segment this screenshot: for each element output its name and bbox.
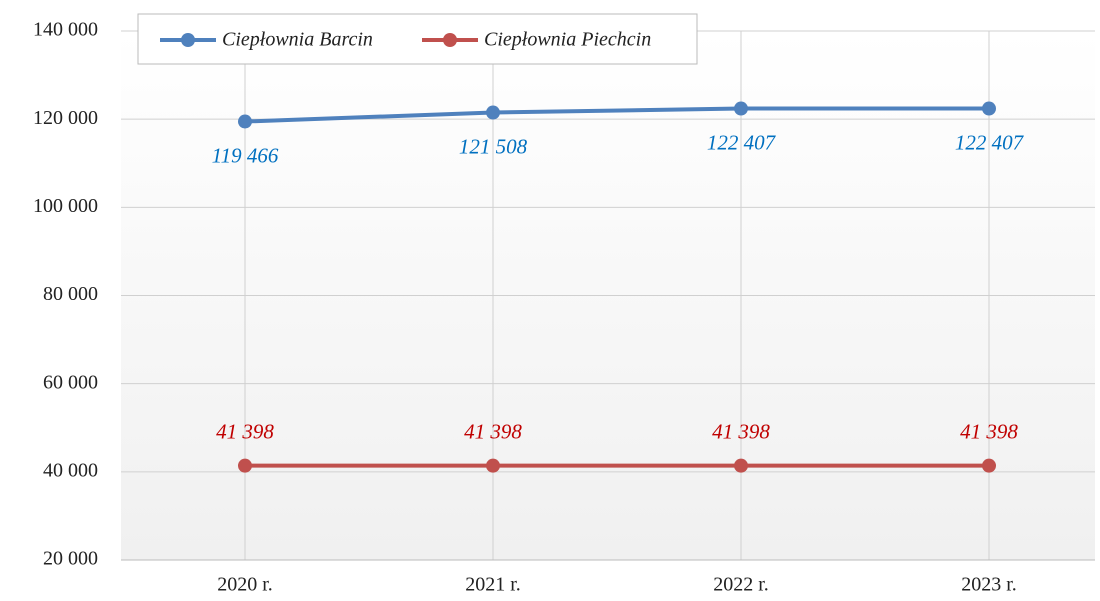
y-tick-label: 60 000 — [43, 371, 98, 393]
series-line — [244, 106, 989, 124]
y-tick-label: 80 000 — [43, 283, 98, 305]
data-label: 41 398 — [464, 419, 522, 443]
data-point — [486, 458, 500, 473]
data-label: 122 407 — [707, 130, 777, 154]
marks: 119 466 121 508 122 407 122 407 41 398 41 398… — [212, 101, 1025, 473]
x-tick-label: 2020 r. — [217, 574, 273, 596]
x-tick-label: 2021 r. — [465, 574, 521, 596]
legend-marker — [443, 33, 457, 47]
data-point — [238, 114, 252, 129]
y-tick-label: 100 000 — [33, 195, 98, 217]
data-label: 41 398 — [712, 419, 770, 443]
legend-label: Ciepłownia Barcin — [222, 29, 373, 51]
y-tick-label: 120 000 — [33, 107, 98, 129]
x-tick-label: 2023 r. — [961, 574, 1017, 596]
data-point — [486, 105, 500, 120]
legend-marker — [181, 33, 195, 47]
legend-box — [137, 13, 698, 65]
data-label: 122 407 — [955, 130, 1025, 154]
legend: Ciepłownia Barcin Ciepłownia Piechcin — [137, 13, 698, 65]
x-tick-label: 2022 r. — [713, 574, 769, 596]
data-label: 41 398 — [960, 419, 1018, 443]
data-point — [982, 458, 996, 473]
data-point — [734, 101, 748, 116]
data-label: 119 466 — [212, 143, 279, 167]
data-label: 121 508 — [459, 134, 528, 158]
data-label: 41 398 — [216, 419, 274, 443]
data-point — [238, 458, 252, 473]
data-point — [734, 458, 748, 473]
legend-label: Ciepłownia Piechcin — [484, 29, 651, 51]
y-tick-label: 140 000 — [33, 19, 98, 41]
y-tick-label: 40 000 — [43, 459, 98, 481]
data-point — [982, 101, 996, 116]
y-tick-label: 20 000 — [43, 548, 98, 570]
